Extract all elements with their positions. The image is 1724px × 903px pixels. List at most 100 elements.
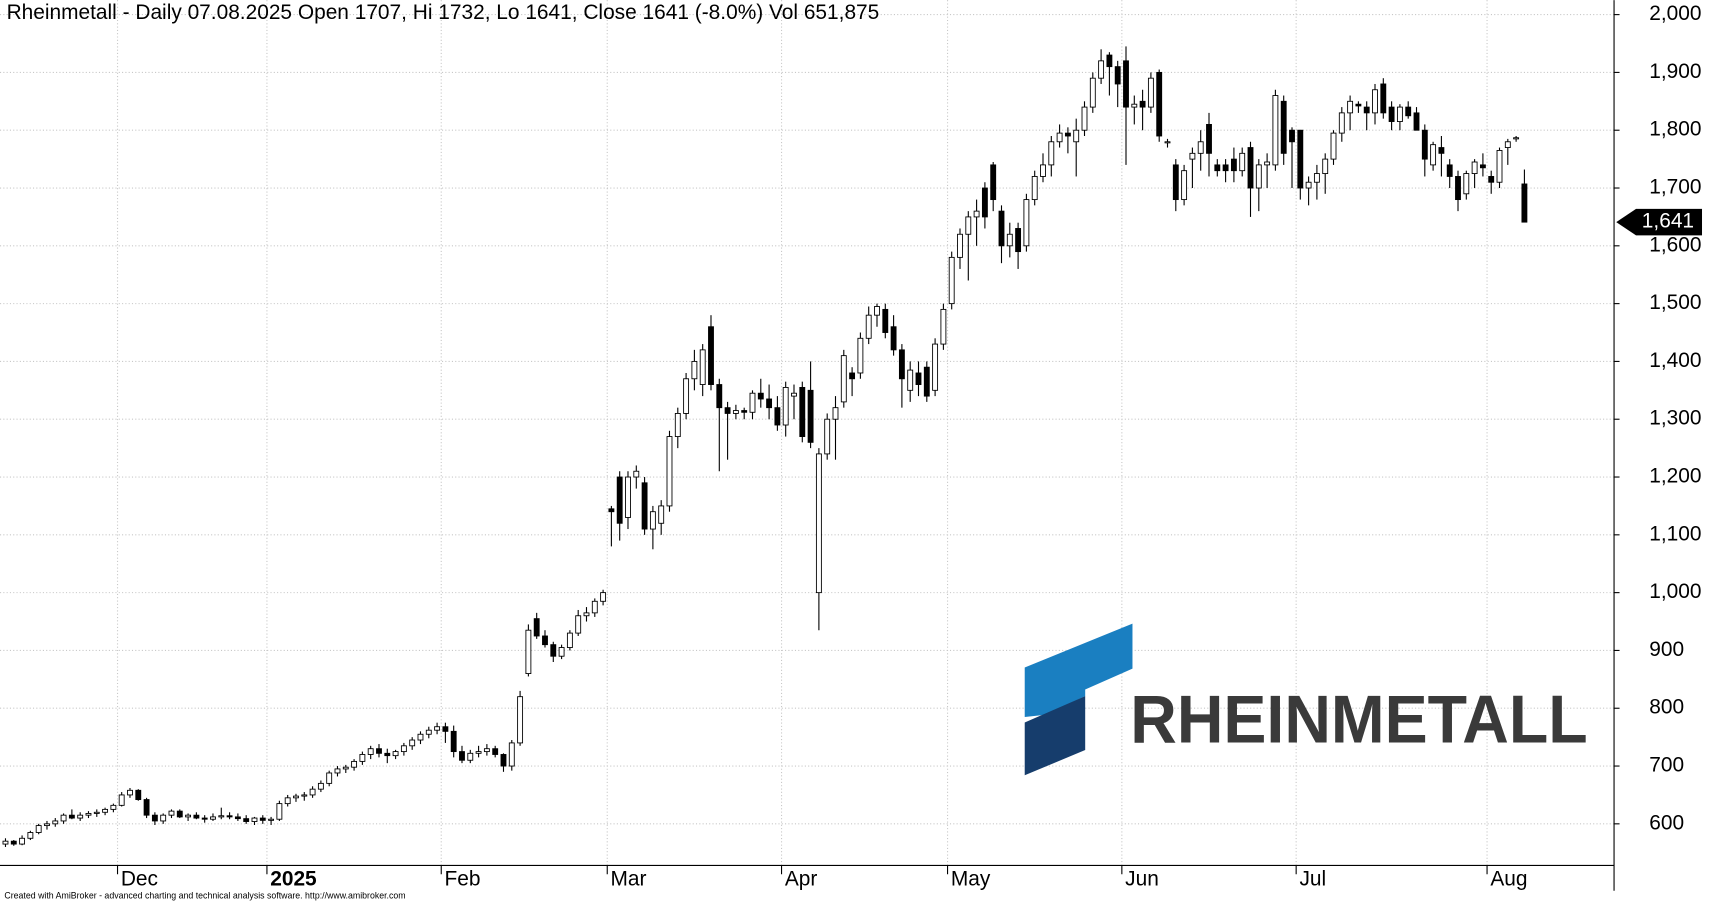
candle-body <box>566 632 573 648</box>
grid <box>0 0 1615 866</box>
candle-body <box>1164 141 1171 144</box>
last-price-label: 1,641 <box>1642 210 1694 233</box>
candle-body <box>973 210 980 218</box>
candle-body <box>774 407 781 426</box>
candle-body <box>1363 106 1370 114</box>
candle-body <box>766 398 773 409</box>
candle-body <box>1388 106 1395 122</box>
candle-body <box>434 726 441 731</box>
candle-body <box>1048 141 1055 166</box>
candle-body <box>1255 164 1262 189</box>
candle-body <box>791 392 797 397</box>
logo: RHEINMETALL <box>1024 623 1588 776</box>
candle-body <box>1230 158 1237 172</box>
candle-body <box>500 754 507 767</box>
y-tick-label: 1,000 <box>1649 580 1701 603</box>
candle-body <box>882 308 889 333</box>
candle-body <box>1380 83 1387 114</box>
candle-body <box>392 751 399 757</box>
y-tick-label: 1,100 <box>1649 522 1701 545</box>
candle-body <box>85 812 92 816</box>
y-tick-label: 700 <box>1649 754 1684 777</box>
candle-body <box>450 730 457 753</box>
candle-body <box>1222 164 1229 172</box>
y-tick-label: 600 <box>1649 811 1684 834</box>
x-tick-label: Dec <box>121 867 158 890</box>
candle-body <box>102 808 109 813</box>
candle-body <box>1521 183 1528 223</box>
candle-body <box>359 754 366 762</box>
candle-body <box>815 453 822 594</box>
candle-body <box>575 615 582 634</box>
candle-body <box>492 748 499 755</box>
candle-body <box>915 372 922 385</box>
candle-body <box>135 789 142 801</box>
candle-body <box>683 378 690 414</box>
y-tick-label: 1,600 <box>1649 233 1701 256</box>
logo-mark-bottom <box>1024 696 1086 776</box>
candle-body <box>210 816 216 820</box>
candle-body <box>1214 164 1221 172</box>
candle-body <box>243 818 250 822</box>
x-tick-label: Aug <box>1490 867 1527 890</box>
y-tick-label: 1,900 <box>1649 60 1701 83</box>
candle-body <box>52 820 59 825</box>
candle-body <box>1147 77 1154 108</box>
candle-body <box>268 818 275 821</box>
candle-body <box>425 729 432 735</box>
candle-body <box>44 823 50 827</box>
candle-body <box>517 696 524 744</box>
candle-body <box>1322 158 1329 175</box>
candle-body <box>865 314 872 339</box>
candle-body <box>616 476 623 524</box>
candle-body <box>998 210 1005 247</box>
candle-body <box>127 789 133 796</box>
candle-body <box>874 306 880 316</box>
candle-body <box>483 748 490 753</box>
x-tick-label: Jul <box>1299 867 1326 890</box>
candle-body <box>1031 176 1038 201</box>
candle-body <box>832 407 839 420</box>
candle-body <box>990 164 997 201</box>
candle-body <box>1023 199 1030 247</box>
candle-body <box>824 418 831 455</box>
y-tick-label: 1,700 <box>1649 176 1701 199</box>
x-tick-label: 2025 <box>270 867 317 890</box>
candle-body <box>625 476 631 518</box>
candle-body <box>965 216 972 235</box>
candle-body <box>1297 129 1304 189</box>
candle-body <box>1247 147 1254 189</box>
candle-body <box>649 511 656 530</box>
candle-body <box>1239 152 1246 172</box>
candle-body <box>1206 123 1212 154</box>
candle-body <box>185 814 192 818</box>
candle-body <box>890 326 897 351</box>
candle-body <box>309 788 316 796</box>
candle-body <box>317 782 324 790</box>
candle-body <box>724 407 731 414</box>
candle-body <box>334 768 341 774</box>
candle-body <box>1396 106 1403 122</box>
candle-body <box>849 372 856 380</box>
candle-body <box>1098 60 1105 79</box>
candle-body <box>301 794 308 797</box>
candle-body <box>259 817 266 821</box>
candle-body <box>1040 164 1046 177</box>
logo-text: RHEINMETALL <box>1130 682 1587 758</box>
candle-body <box>351 760 358 768</box>
candle-body <box>1488 176 1495 183</box>
candle-body <box>168 810 175 816</box>
candle-body <box>840 355 847 403</box>
candle-body <box>1471 161 1478 175</box>
x-tick-label: Jun <box>1125 867 1159 890</box>
axes: 600 700 800 900 1,000 1,100 1,200 1,300 1,400 1,5… <box>0 0 1703 891</box>
candle-body <box>799 386 806 438</box>
candle-body <box>674 413 681 438</box>
candle-body <box>1064 132 1071 137</box>
candle-body <box>442 726 449 732</box>
candle-body <box>384 752 391 757</box>
candle-body <box>741 410 748 413</box>
y-tick-label: 1,300 <box>1649 407 1701 430</box>
candle-body <box>1347 100 1354 114</box>
